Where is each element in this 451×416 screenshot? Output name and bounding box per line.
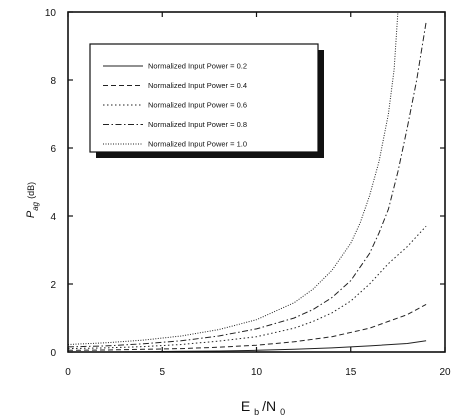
legend-box: [89, 43, 319, 153]
legend-label-3: Normalized Input Power = 0.6: [148, 101, 247, 110]
legend-label-1: Normalized Input Power = 0.2: [148, 62, 247, 71]
y-tick-label: 4: [50, 212, 56, 223]
x-axis-title-sub1: b: [254, 407, 259, 416]
y-tick-label: 6: [50, 144, 56, 155]
y-axis-title-unit: (dB): [26, 182, 36, 199]
x-tick-label: 20: [439, 367, 451, 378]
x-tick-label: 0: [65, 367, 71, 378]
legend-label-4: Normalized Input Power = 0.8: [148, 120, 247, 129]
legend-label-2: Normalized Input Power = 0.4: [148, 81, 247, 90]
series-line-4: [68, 22, 427, 348]
y-axis-title-main: P: [25, 210, 37, 218]
x-axis-title-main: E: [241, 398, 250, 414]
y-tick-label: 2: [50, 280, 56, 291]
x-axis-title-sub2: 0: [280, 407, 285, 416]
legend: Normalized Input Power = 0.2 Normalized I…: [103, 62, 247, 149]
legend-label-5: Normalized Input Power = 1.0: [148, 140, 247, 149]
y-tick-label: 10: [45, 8, 57, 19]
y-tick-label: 0: [50, 348, 56, 359]
y-axis-title-sub: ag: [31, 201, 40, 210]
y-axis-title: Pag (dB): [25, 182, 40, 218]
x-tick-label: 10: [251, 367, 263, 378]
x-axis-title-mid: /N: [262, 398, 276, 414]
series-line-5: [68, 12, 399, 345]
y-tick-label: 8: [50, 76, 56, 87]
x-tick-label: 15: [345, 367, 357, 378]
ticks-layer: 0 5 10 15 20 0 2 4 6 8 10: [45, 8, 451, 378]
x-tick-label: 5: [159, 367, 165, 378]
